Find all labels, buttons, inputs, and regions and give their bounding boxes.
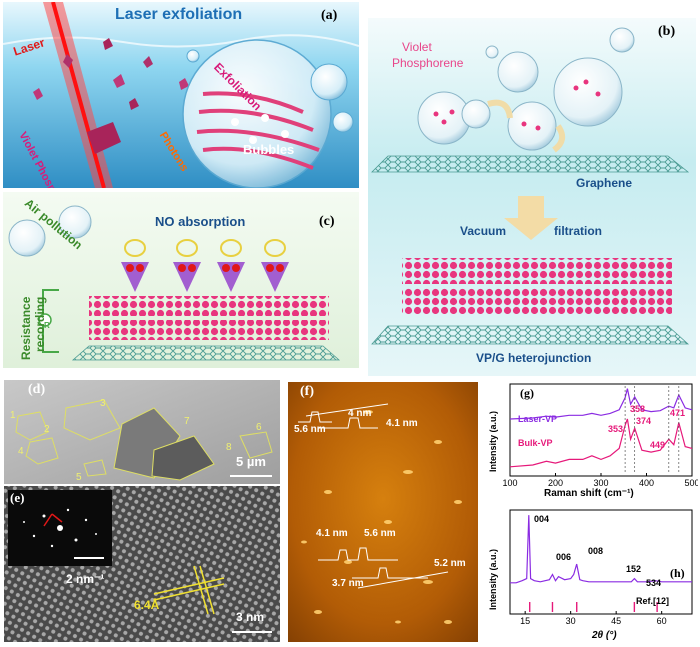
scale-bar-label: 3 nm — [236, 610, 265, 624]
xrd-chart: 15 30 45 60 — [509, 509, 693, 626]
series-label-bulk-vp: Bulk-VP — [518, 438, 553, 448]
phosphorene-label: Phosphorene — [392, 56, 464, 70]
height-label: 3.7 nm — [332, 578, 364, 589]
resistance-label: Resistance — [19, 296, 33, 360]
x-tick-label: 300 — [593, 478, 608, 488]
panel-c: (c) Air pollution NO absorption Resistan… — [3, 192, 359, 368]
panel-a-label: (a) — [321, 8, 338, 23]
panel-a: Laser exfoliation (a) Laser Violet Phosp… — [3, 2, 359, 188]
peak-label: 152 — [626, 564, 642, 574]
violet-label: Violet — [402, 40, 432, 54]
peak-label: 006 — [556, 552, 572, 562]
heterojunction-label: VP/G heterojunction — [476, 351, 592, 365]
hrtem-image — [4, 486, 280, 642]
peak-label: 353 — [608, 424, 624, 434]
panel-d-label: (d) — [28, 382, 46, 397]
x-tick-label: 60 — [657, 616, 667, 626]
height-label: 5.2 nm — [434, 558, 466, 569]
panel-d: (d) 1 2 3 4 5 6 7 8 5 µm — [4, 380, 280, 484]
bubbles-label: Bubbles — [243, 142, 295, 157]
reference-label: Ref.[12] — [636, 596, 670, 606]
afm-image — [288, 382, 478, 642]
peak-label: 374 — [636, 416, 652, 426]
lattice-spacing-label: 6.4Å — [134, 598, 160, 612]
flake-number: 4 — [18, 446, 24, 457]
x-tick-label: 15 — [520, 616, 530, 626]
flake-number: 3 — [100, 398, 106, 409]
vacuum-label: Vacuum — [460, 224, 507, 238]
peak-label: 004 — [534, 514, 550, 524]
x-tick-label: 200 — [548, 478, 563, 488]
y-axis-title: Intensity (a.u.) — [488, 548, 498, 610]
series-line — [509, 388, 693, 420]
panel-h-label: (h) — [670, 566, 685, 580]
x-tick-label: 400 — [639, 478, 654, 488]
panel-f-label: (f) — [300, 384, 314, 399]
series-line — [509, 418, 693, 468]
x-tick-label: 100 — [502, 478, 517, 488]
height-label: 5.6 nm — [294, 424, 326, 435]
x-axis-title: Raman shift (cm⁻¹) — [544, 488, 634, 499]
flake-number: 1 — [10, 410, 16, 421]
panel-a-illustration — [3, 2, 359, 188]
flake-number: 7 — [184, 416, 190, 427]
height-label: 5.6 nm — [364, 528, 396, 539]
panel-c-illustration — [3, 192, 359, 368]
panel-e: (e) 2 nm⁻¹ 6.4Å 3 nm — [4, 486, 280, 642]
peak-label: 008 — [588, 546, 604, 556]
panel-b-illustration — [368, 18, 696, 376]
height-label: 4 nm — [348, 408, 372, 419]
flake-number: 5 — [76, 472, 82, 483]
y-axis-title: Intensity (a.u.) — [488, 410, 498, 472]
panel-b-label: (b) — [658, 24, 676, 39]
flake-number: 6 — [256, 422, 262, 433]
panel-g-label: (g) — [520, 386, 534, 400]
scale-bar-label: 5 µm — [236, 454, 266, 469]
inset-scale-label: 2 nm⁻¹ — [66, 572, 105, 586]
flake-number: 8 — [226, 442, 232, 453]
filtration-label: filtration — [554, 224, 602, 238]
series-line — [510, 515, 692, 584]
x-tick-label: 500 — [684, 478, 698, 488]
resistor-symbol: R — [44, 321, 50, 330]
peak-label: 358 — [630, 404, 646, 414]
panel-g: 100 200 300 400 500 (g) Laser-VP Bulk-VP 358… — [484, 380, 698, 504]
flake-number: 2 — [44, 424, 50, 435]
graphene-label: Graphene — [576, 176, 633, 190]
no-absorption-label: NO absorption — [155, 214, 246, 229]
x-axis-title: 2θ (°) — [592, 630, 617, 641]
raman-chart: 100 200 300 400 500 — [502, 383, 698, 488]
peak-label: 471 — [670, 408, 686, 418]
x-tick-label: 30 — [566, 616, 576, 626]
x-tick-label: 45 — [611, 616, 621, 626]
height-label: 4.1 nm — [386, 418, 418, 429]
series-label-laser-vp: Laser-VP — [518, 414, 558, 424]
peak-label: 449 — [650, 440, 666, 450]
peak-label: 534 — [646, 578, 662, 588]
panel-b: (b) Violet Phosphorene Graphene Vacuum f… — [368, 18, 696, 376]
panel-a-title: Laser exfoliation — [115, 6, 243, 23]
panel-f: (f) 5.6 nm 4 nm 4.1 nm 4.1 nm 5.6 nm 5.2… — [288, 382, 478, 642]
panel-h: 15 30 45 60 (h) 004 006 008 152 534 Ref.[12… — [484, 506, 698, 644]
height-label: 4.1 nm — [316, 528, 348, 539]
sem-image — [4, 380, 280, 484]
panel-e-label: (e) — [10, 490, 25, 505]
panel-c-label: (c) — [319, 214, 335, 229]
